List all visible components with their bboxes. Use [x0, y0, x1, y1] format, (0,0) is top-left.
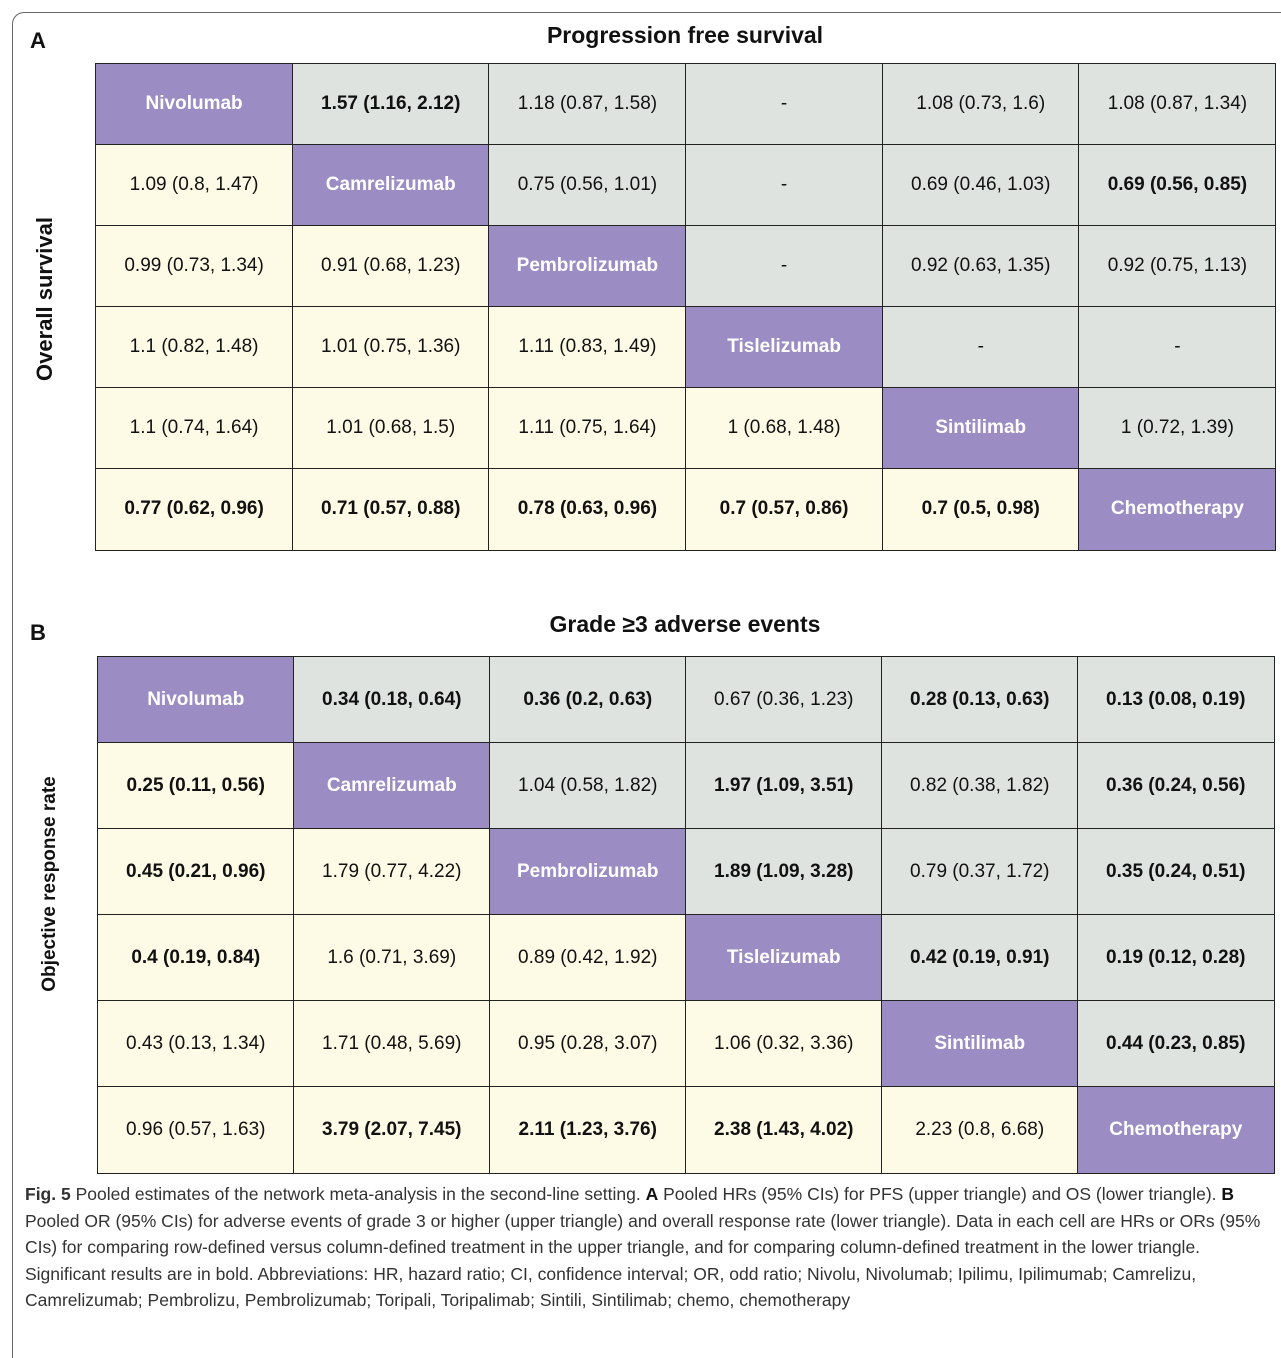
- treatment-cell: Tislelizumab: [685, 914, 883, 1002]
- caption-text: B: [1221, 1184, 1235, 1204]
- treatment-cell: Chemotherapy: [1078, 468, 1277, 551]
- estimate-cell: 0.67 (0.36, 1.23): [685, 656, 883, 744]
- estimate-cell: -: [1078, 306, 1277, 389]
- treatment-cell: Sintilimab: [881, 387, 1080, 470]
- estimate-cell: 0.95 (0.28, 3.07): [489, 1000, 687, 1088]
- caption-text: Pooled HRs (95% CIs) for PFS (upper tria…: [658, 1184, 1222, 1204]
- estimate-cell: 1.97 (1.09, 3.51): [685, 742, 883, 830]
- estimate-cell: 0.19 (0.12, 0.28): [1077, 914, 1275, 1002]
- estimate-cell: 0.43 (0.13, 1.34): [97, 1000, 295, 1088]
- caption: Fig. 5 Pooled estimates of the network m…: [25, 1181, 1275, 1314]
- estimate-cell: 2.38 (1.43, 4.02): [685, 1086, 883, 1174]
- estimate-cell: 0.79 (0.37, 1.72): [881, 828, 1079, 916]
- estimate-cell: 0.36 (0.24, 0.56): [1077, 742, 1275, 830]
- panel-letter: A: [30, 28, 46, 53]
- estimate-cell: 0.13 (0.08, 0.19): [1077, 656, 1275, 744]
- estimate-cell: 0.92 (0.75, 1.13): [1078, 225, 1277, 308]
- estimate-cell: 1.06 (0.32, 3.36): [685, 1000, 883, 1088]
- estimate-cell: 1.89 (1.09, 3.28): [685, 828, 883, 916]
- estimate-cell: 1.57 (1.16, 2.12): [291, 63, 490, 146]
- caption-text: A: [645, 1184, 659, 1204]
- panel-title: Progression free survival: [546, 22, 824, 48]
- treatment-cell: Pembrolizumab: [488, 225, 687, 308]
- treatment-cell: Tislelizumab: [685, 306, 884, 389]
- estimate-cell: -: [685, 225, 884, 308]
- estimate-cell: 0.82 (0.38, 1.82): [881, 742, 1079, 830]
- estimate-cell: 0.75 (0.56, 1.01): [488, 144, 687, 227]
- estimate-cell: 1.1 (0.82, 1.48): [95, 306, 294, 389]
- caption-text: Pooled OR (95% CIs) for adverse events o…: [25, 1210, 1261, 1311]
- estimate-cell: 0.42 (0.19, 0.91): [881, 914, 1079, 1002]
- estimate-cell: 0.28 (0.13, 0.63): [881, 656, 1079, 744]
- estimate-cell: 0.96 (0.57, 1.63): [97, 1086, 295, 1174]
- estimate-cell: 1.79 (0.77, 4.22): [293, 828, 491, 916]
- estimate-cell: -: [685, 63, 884, 146]
- estimate-cell: 1 (0.72, 1.39): [1078, 387, 1277, 470]
- estimate-cell: -: [881, 306, 1080, 389]
- estimate-cell: 0.99 (0.73, 1.34): [95, 225, 294, 308]
- estimate-cell: 1 (0.68, 1.48): [685, 387, 884, 470]
- estimate-cell: 0.35 (0.24, 0.51): [1077, 828, 1275, 916]
- estimate-cell: 0.69 (0.46, 1.03): [881, 144, 1080, 227]
- estimate-cell: 0.69 (0.56, 0.85): [1078, 144, 1277, 227]
- treatment-cell: Nivolumab: [95, 63, 294, 146]
- estimate-cell: 0.92 (0.63, 1.35): [881, 225, 1080, 308]
- estimate-cell: 0.89 (0.42, 1.92): [489, 914, 687, 1002]
- estimate-cell: 1.1 (0.74, 1.64): [95, 387, 294, 470]
- estimate-cell: -: [685, 144, 884, 227]
- estimate-cell: 0.71 (0.57, 0.88): [291, 468, 490, 551]
- estimate-cell: 1.11 (0.83, 1.49): [488, 306, 687, 389]
- estimate-cell: 0.45 (0.21, 0.96): [97, 828, 295, 916]
- estimate-cell: 1.04 (0.58, 1.82): [489, 742, 687, 830]
- estimate-cell: 0.34 (0.18, 0.64): [293, 656, 491, 744]
- estimate-cell: 1.71 (0.48, 5.69): [293, 1000, 491, 1088]
- treatment-cell: Camrelizumab: [293, 742, 491, 830]
- panel-letter: B: [30, 620, 46, 645]
- estimate-cell: 0.7 (0.5, 0.98): [881, 468, 1080, 551]
- estimate-cell: 0.91 (0.68, 1.23): [291, 225, 490, 308]
- estimate-cell: 1.6 (0.71, 3.69): [293, 914, 491, 1002]
- figure-frame: [12, 12, 1281, 1358]
- panel-title: Grade ≥3 adverse events: [549, 611, 821, 637]
- estimate-cell: 0.78 (0.63, 0.96): [488, 468, 687, 551]
- estimate-cell: 0.7 (0.57, 0.86): [685, 468, 884, 551]
- caption-text: Pooled estimates of the network meta-ana…: [75, 1184, 646, 1204]
- side-label: Overall survival: [32, 217, 57, 381]
- treatment-cell: Nivolumab: [97, 656, 295, 744]
- estimate-cell: 0.44 (0.23, 0.85): [1077, 1000, 1275, 1088]
- estimate-cell: 0.25 (0.11, 0.56): [97, 742, 295, 830]
- treatment-cell: Chemotherapy: [1077, 1086, 1275, 1174]
- estimate-cell: 1.08 (0.87, 1.34): [1078, 63, 1277, 146]
- estimate-cell: 3.79 (2.07, 7.45): [293, 1086, 491, 1174]
- treatment-cell: Camrelizumab: [291, 144, 490, 227]
- side-label: Objective response rate: [39, 776, 60, 992]
- estimate-cell: 1.09 (0.8, 1.47): [95, 144, 294, 227]
- estimate-cell: 2.11 (1.23, 3.76): [489, 1086, 687, 1174]
- estimate-cell: 1.18 (0.87, 1.58): [488, 63, 687, 146]
- estimate-cell: 1.01 (0.68, 1.5): [291, 387, 490, 470]
- estimate-cell: 1.01 (0.75, 1.36): [291, 306, 490, 389]
- estimate-cell: 1.08 (0.73, 1.6): [881, 63, 1080, 146]
- treatment-cell: Sintilimab: [881, 1000, 1079, 1088]
- estimate-cell: 1.11 (0.75, 1.64): [488, 387, 687, 470]
- estimate-cell: 0.4 (0.19, 0.84): [97, 914, 295, 1002]
- estimate-cell: 2.23 (0.8, 6.68): [881, 1086, 1079, 1174]
- estimate-cell: 0.77 (0.62, 0.96): [95, 468, 294, 551]
- treatment-cell: Pembrolizumab: [489, 828, 687, 916]
- estimate-cell: 0.36 (0.2, 0.63): [489, 656, 687, 744]
- caption-label: Fig. 5: [25, 1184, 71, 1204]
